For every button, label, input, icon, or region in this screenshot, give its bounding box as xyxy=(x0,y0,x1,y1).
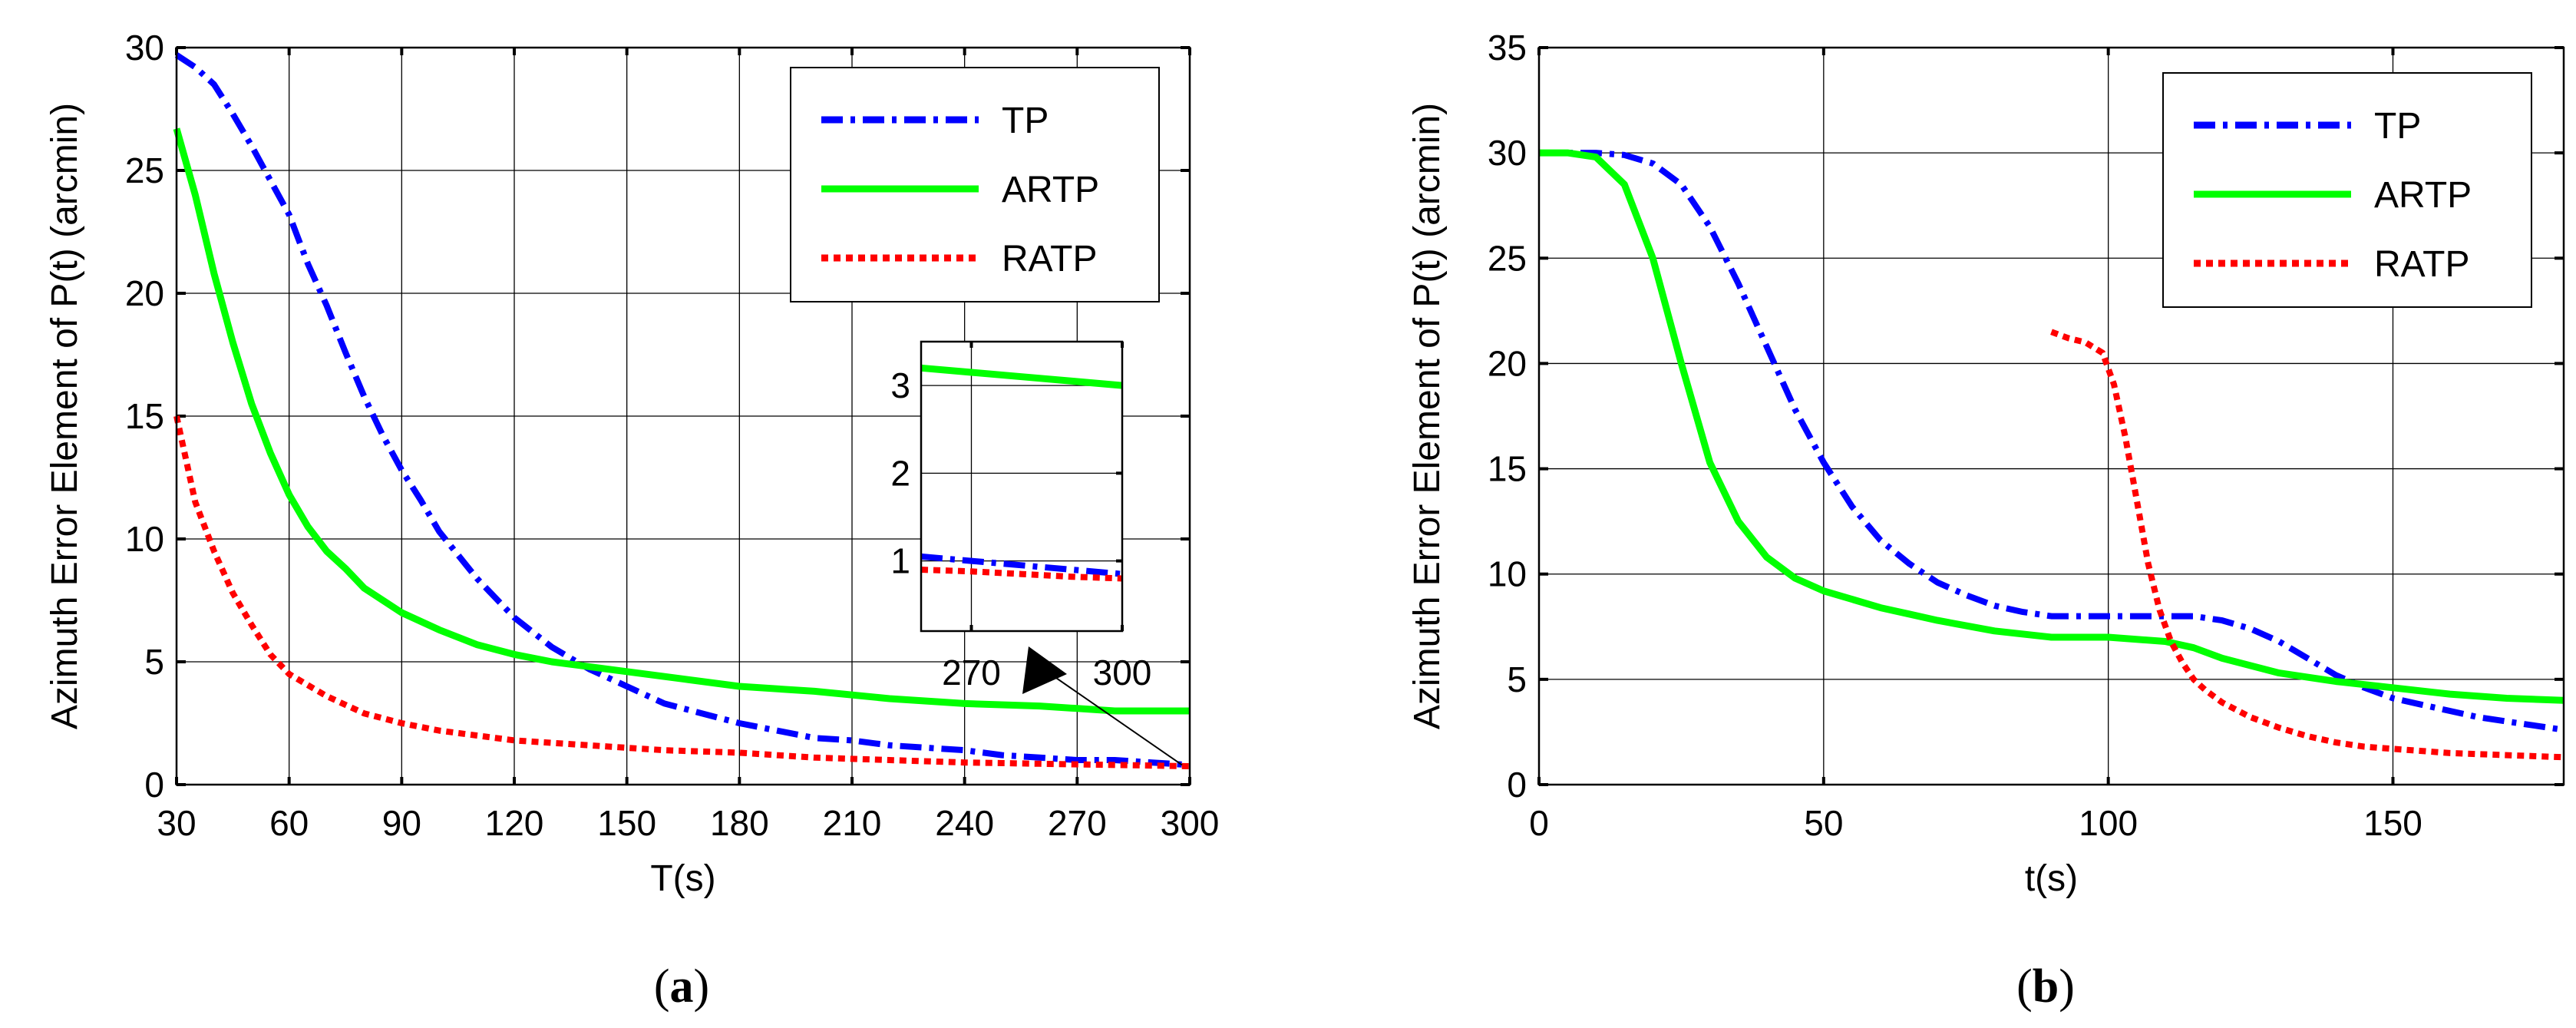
y-tick-label: 30 xyxy=(1488,133,1527,173)
x-tick-label: 30 xyxy=(157,803,196,843)
caption-letter: a xyxy=(670,960,694,1013)
subfigure-caption: (b) xyxy=(2016,960,2075,1013)
y-tick-label: 15 xyxy=(1488,449,1527,489)
x-tick-label: 60 xyxy=(269,803,309,843)
legend-label-artp: ARTP xyxy=(2374,175,2472,216)
inset-series-line-tp xyxy=(920,553,1123,577)
inset-background xyxy=(921,342,1122,631)
x-tick-label: 240 xyxy=(935,803,994,843)
y-tick-label: 5 xyxy=(1507,659,1527,699)
legend-label-ratp: RATP xyxy=(2374,244,2469,285)
y-tick-label: 15 xyxy=(125,396,164,436)
inset-x-tick-label: 270 xyxy=(942,653,1001,692)
series-line-ratp xyxy=(173,415,1191,769)
x-tick-label: 210 xyxy=(823,803,882,843)
inset-y-tick-label: 1 xyxy=(890,541,910,581)
x-tick-label: 150 xyxy=(597,803,656,843)
series-line-artp xyxy=(173,127,1190,715)
inset-frame xyxy=(920,340,1124,633)
legend-box xyxy=(790,67,1160,302)
inset-series-line-ratp xyxy=(920,567,1123,582)
inset-chart: 270 300 1 2 3 xyxy=(890,340,1183,766)
zoom-arrowhead xyxy=(1022,646,1067,694)
caption-letter: b xyxy=(2033,960,2059,1013)
caption-paren-open: ( xyxy=(654,960,670,1013)
series-line-tp xyxy=(1539,150,2564,733)
inset-series-line-artp xyxy=(920,364,1123,389)
caption-paren-open: ( xyxy=(2016,960,2033,1013)
legend-label-ratp: RATP xyxy=(1002,239,1097,279)
y-tick-label: 10 xyxy=(1488,554,1527,594)
caption-paren-close: ) xyxy=(694,960,710,1013)
chart-b: 0 50 100 150 0 5 10 15 20 25 30 35 t(s) Azimuth Error… xyxy=(1407,28,2565,1013)
y-axis-label: Azimuth Error Element of P(t) (arcmin) xyxy=(1407,103,1448,729)
y-tick-label: 35 xyxy=(1488,28,1527,68)
x-tick-label: 150 xyxy=(2363,803,2422,843)
x-tick-label: 0 xyxy=(1529,803,1549,843)
inset-y-tick-label: 2 xyxy=(890,453,910,493)
y-tick-label: 25 xyxy=(125,150,164,190)
series-line-ratp xyxy=(2050,329,2564,761)
x-axis-label: T(s) xyxy=(650,858,715,899)
plot-frame xyxy=(175,46,1191,786)
caption-paren-close: ) xyxy=(2059,960,2075,1013)
inset-x-tick-label: 300 xyxy=(1093,653,1152,692)
subfigure-caption: (a) xyxy=(654,960,709,1013)
x-tick-label: 50 xyxy=(1804,803,1843,843)
y-tick-label: 25 xyxy=(1488,238,1527,278)
y-tick-label: 0 xyxy=(1507,765,1527,805)
series-line-artp xyxy=(1539,149,2564,704)
chart-a: 30 60 90 120 150 180 210 240 270 300 0 5 10 15 20 25 30 T… xyxy=(45,28,1219,1013)
legend-label-tp: TP xyxy=(2374,106,2421,147)
x-axis-label: t(s) xyxy=(2025,858,2078,899)
x-tick-label: 100 xyxy=(2079,803,2138,843)
y-axis-label: Azimuth Error Element of P(t) (arcmin) xyxy=(45,103,85,729)
legend-label-artp: ARTP xyxy=(1002,170,1099,210)
y-tick-label: 20 xyxy=(125,273,164,313)
x-tick-label: 180 xyxy=(710,803,769,843)
y-tick-label: 0 xyxy=(144,765,164,805)
legend-label-tp: TP xyxy=(1002,101,1049,141)
x-tick-label: 270 xyxy=(1048,803,1107,843)
x-tick-label: 300 xyxy=(1161,803,1220,843)
y-tick-label: 5 xyxy=(144,642,164,682)
x-tick-label: 90 xyxy=(382,803,421,843)
x-tick-label: 120 xyxy=(485,803,544,843)
zoom-pointer-line xyxy=(1043,669,1183,766)
y-tick-label: 20 xyxy=(1488,343,1527,383)
series-line-tp xyxy=(174,52,1191,769)
inset-y-tick-label: 3 xyxy=(890,365,910,405)
plot-frame xyxy=(1537,46,2565,786)
y-tick-label: 30 xyxy=(125,28,164,68)
y-tick-label: 10 xyxy=(125,519,164,559)
legend-box xyxy=(2162,72,2532,308)
